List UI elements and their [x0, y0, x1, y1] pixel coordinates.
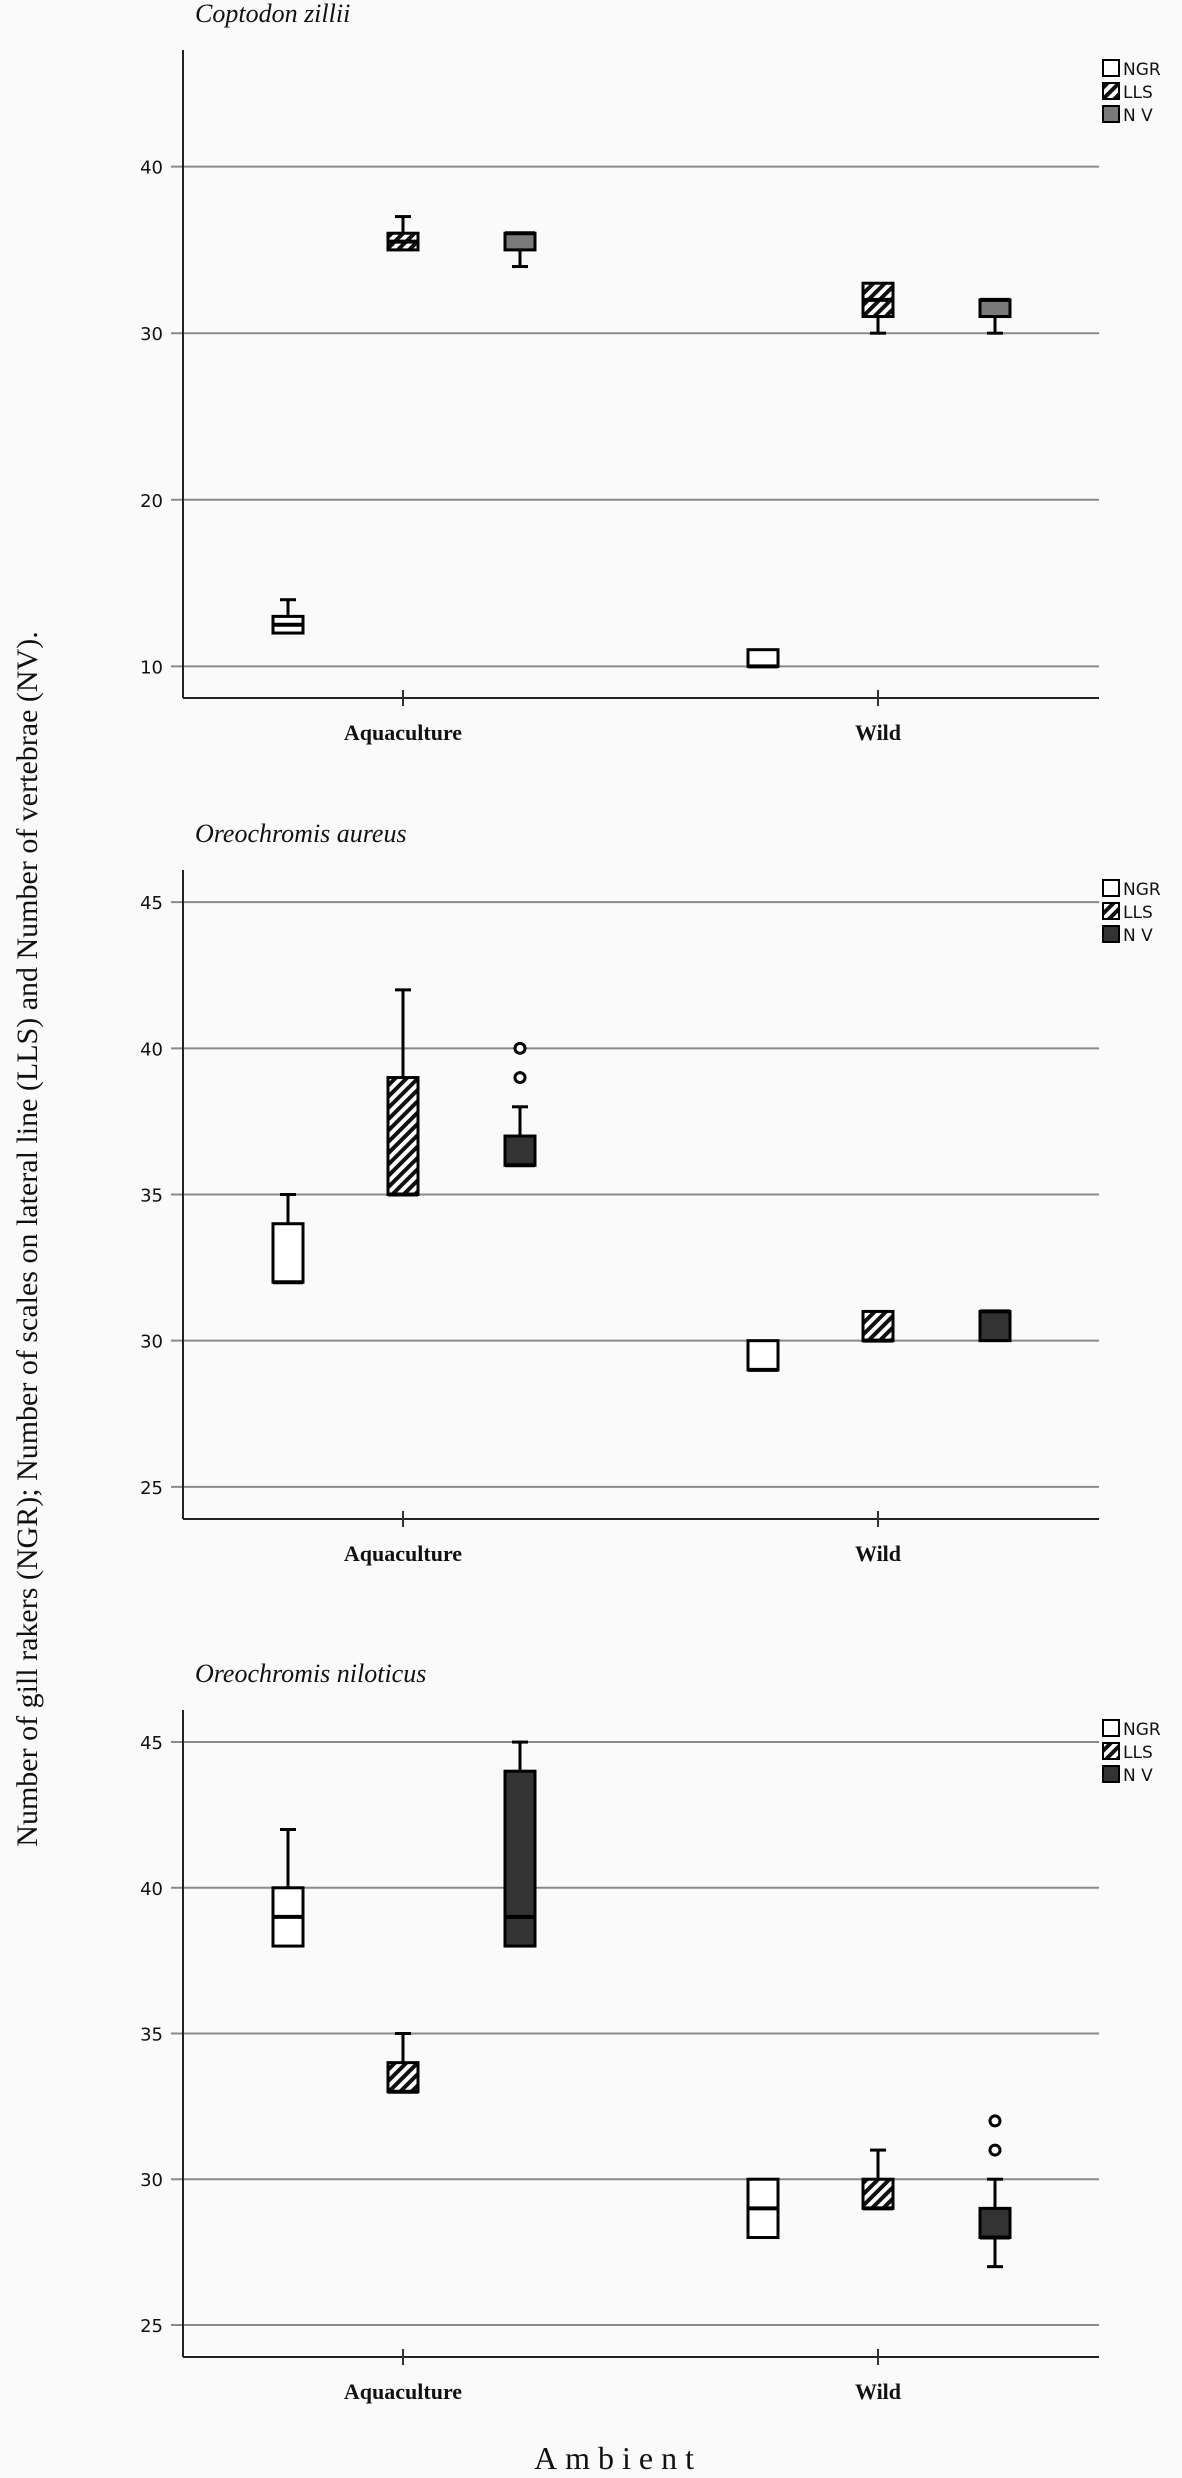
box-lls-aquaculture — [386, 2032, 420, 2094]
box-ngr-wild — [746, 2177, 780, 2240]
box-nv-wild — [978, 297, 1012, 335]
y-tick-label: 25 — [140, 1478, 163, 1499]
box-iqr — [978, 298, 1012, 319]
box-iqr — [503, 1769, 537, 1948]
legend-swatch-lls — [1102, 82, 1120, 100]
x-tick-label: Aquaculture — [344, 2379, 462, 2404]
box-nv-wild — [978, 2114, 1012, 2269]
legend-label-ngr: NGR — [1123, 60, 1161, 80]
box-iqr — [746, 648, 780, 668]
legend-swatch-ngr — [1102, 1719, 1120, 1737]
x-tick-label: Aquaculture — [344, 720, 462, 745]
x-tick-label: Aquaculture — [344, 1541, 462, 1566]
y-tick-label: 20 — [140, 491, 163, 512]
box-ngr-aquaculture — [271, 1193, 305, 1285]
y-axis-title: Number of gill rakers (NGR); Number of s… — [11, 631, 44, 1847]
box-iqr — [861, 1309, 895, 1343]
panel-title: Oreochromis aureus — [195, 819, 407, 848]
panel-title: Oreochromis niloticus — [195, 1659, 426, 1688]
box-iqr — [746, 1339, 780, 1372]
y-tick-label: 40 — [140, 1039, 163, 1060]
x-tick-label: Wild — [855, 1541, 901, 1566]
panel-1: Coptodon zillii 10 20 30 40 Aquaculture Wild NG… — [140, 0, 1161, 745]
box-iqr — [978, 1309, 1012, 1343]
box-nv-aquaculture — [503, 1041, 537, 1168]
legend-swatch-nv — [1102, 105, 1120, 123]
x-tick-label: Wild — [855, 720, 901, 745]
y-tick-label: 40 — [140, 1879, 163, 1900]
box-iqr — [386, 2061, 420, 2094]
y-tick-label: 25 — [140, 2316, 163, 2337]
y-tick-label: 30 — [140, 324, 163, 345]
legend-label-nv: N V — [1123, 926, 1153, 946]
box-lls-wild — [861, 2148, 895, 2211]
box-ngr-aquaculture — [271, 598, 305, 635]
legend-swatch-ngr — [1102, 879, 1120, 897]
box-nv-aquaculture — [503, 231, 537, 269]
box-lls-wild — [861, 1309, 895, 1343]
outlier-point — [988, 2114, 1002, 2128]
panel-3: Oreochromis niloticus 25 30 35 40 45 Aquacultu… — [140, 1659, 1161, 2404]
legend-swatch-ngr — [1102, 59, 1120, 77]
legend-label-ngr: NGR — [1123, 880, 1161, 900]
y-tick-label: 35 — [140, 1186, 163, 1207]
x-axis-title: Ambient — [534, 2440, 702, 2476]
y-tick-label: 45 — [140, 1733, 163, 1754]
box-iqr — [271, 1222, 305, 1284]
y-tick-label: 30 — [140, 1332, 163, 1353]
legend-swatch-nv — [1102, 925, 1120, 943]
y-tick-label: 35 — [140, 2025, 163, 2046]
outlier-point — [513, 1041, 527, 1055]
panel-2: Oreochromis aureus 25 30 35 40 45 Aquaculture W… — [140, 819, 1161, 1566]
box-iqr — [861, 2177, 895, 2210]
legend-label-ngr: NGR — [1123, 1720, 1161, 1740]
box-iqr — [503, 1134, 537, 1167]
legend-swatch-nv — [1102, 1765, 1120, 1783]
y-tick-label: 40 — [140, 158, 163, 179]
box-lls-wild — [861, 281, 895, 335]
legend-swatch-lls — [1102, 1742, 1120, 1760]
box-nv-aquaculture — [503, 1740, 537, 1948]
panel-title: Coptodon zillii — [195, 0, 350, 28]
box-nv-wild — [978, 1309, 1012, 1343]
legend-label-lls: LLS — [1123, 83, 1153, 103]
legend-label-nv: N V — [1123, 1766, 1153, 1786]
box-ngr-aquaculture — [271, 1827, 305, 1948]
box-lls-aquaculture — [386, 988, 420, 1197]
y-tick-label: 45 — [140, 893, 163, 914]
box-lls-aquaculture — [386, 215, 420, 252]
y-tick-label: 10 — [140, 657, 163, 678]
legend-swatch-lls — [1102, 902, 1120, 920]
box-iqr — [386, 1076, 420, 1197]
outlier-point — [988, 2143, 1002, 2157]
legend-label-nv: N V — [1123, 106, 1153, 126]
box-ngr-wild — [746, 1339, 780, 1372]
legend-label-lls: LLS — [1123, 903, 1153, 923]
outlier-point — [513, 1071, 527, 1085]
legend-label-lls: LLS — [1123, 1743, 1153, 1763]
box-iqr — [503, 231, 537, 252]
x-tick-label: Wild — [855, 2379, 901, 2404]
box-iqr — [978, 2206, 1012, 2240]
box-ngr-wild — [746, 648, 780, 669]
y-tick-label: 30 — [140, 2170, 163, 2191]
